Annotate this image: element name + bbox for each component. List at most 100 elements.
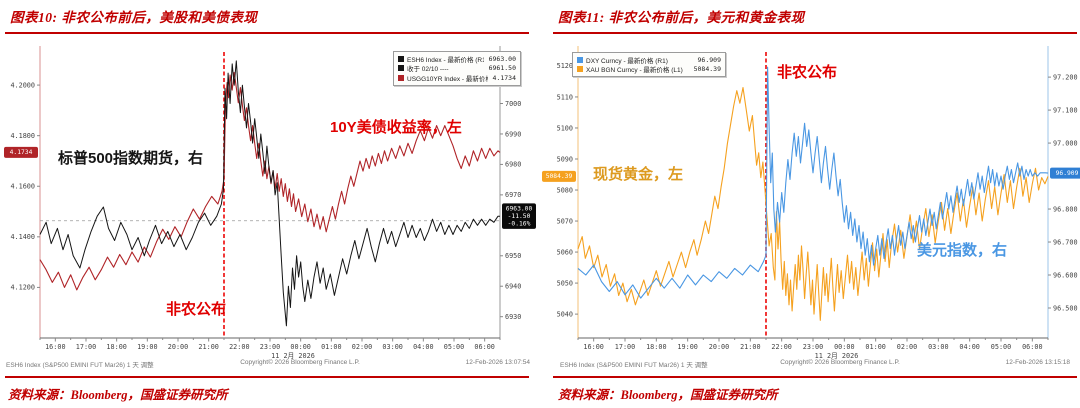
- legend-row: USGG10YR Index - 最新价格 (L1) 4.1734: [398, 73, 516, 83]
- x-axis-tick-label: 05:00: [444, 343, 464, 351]
- title-divider: [5, 32, 529, 34]
- legend-row: ESH6 Index - 最新价格 (R1) 6963.00: [398, 54, 516, 64]
- right-axis-tick-label: 96.600: [1053, 271, 1078, 279]
- right-axis-tick-label: 97.000: [1053, 139, 1078, 147]
- left-axis-tick-label: 5060: [557, 248, 573, 256]
- x-axis-tick-label: 18:00: [106, 343, 126, 351]
- annotation-10y-yield: 10Y美债收益率，左: [330, 119, 462, 136]
- figure-panel-dollar-gold: 图表11: 非农公布前后，美元和黄金表现 5120 5110 5100 5090 508…: [540, 0, 1080, 408]
- last-value-marker: [502, 203, 536, 229]
- right-axis-tick-label: 6940: [505, 283, 521, 291]
- x-axis-tick-label: 02:00: [897, 343, 917, 351]
- x-axis-tick-label: 03:00: [928, 343, 948, 351]
- annotation-nfp-release: 非农公布: [166, 301, 227, 318]
- source-note: 资料来源：Bloomberg，国盛证券研究所: [8, 388, 228, 402]
- footer-instrument: ESH6 Index (S&P500 EMINI FUT Mar26) 1 天 …: [560, 362, 708, 369]
- right-axis-tick-label: 96.500: [1053, 304, 1078, 312]
- left-axis-tick-label: 5040: [557, 310, 573, 318]
- legend-label: ESH6 Index - 最新价格 (R1): [407, 56, 484, 64]
- right-axis-tick-label: 97.200: [1053, 73, 1078, 81]
- legend-swatch: [577, 66, 583, 73]
- x-axis-tick-label: 04:00: [959, 343, 979, 351]
- legend-label: 收于 02/10 ----: [407, 66, 449, 74]
- legend-value: 6963.00: [488, 54, 516, 63]
- x-axis-tick-label: 00:00: [834, 343, 854, 351]
- left-axis-tick-label: 5090: [557, 155, 573, 163]
- x-axis-tick-label: 16:00: [45, 343, 65, 351]
- legend-swatch: [577, 56, 583, 63]
- x-axis-tick-label: 20:00: [709, 343, 729, 351]
- footer-instrument: ESH6 Index (S&P500 EMINI FUT Mar26) 1 天 …: [6, 362, 154, 369]
- figure-title: 图表10: 非农公布前后，美股和美债表现: [10, 10, 258, 25]
- right-axis-tick-label: 6990: [505, 130, 521, 138]
- last-value-text: 6963.00: [506, 206, 533, 213]
- right-axis-tick-label: 97.100: [1053, 106, 1078, 114]
- right-axis-tick-label: 6970: [505, 191, 521, 199]
- legend-row: XAU BGN Curncy - 最新价格 (L1) 5084.39: [577, 65, 721, 74]
- left-axis-tick-label: 4.1800: [10, 132, 35, 140]
- x-axis-tick-label: 06:00: [1022, 343, 1042, 351]
- right-axis-tick-label: 96.700: [1053, 238, 1078, 246]
- x-axis-tick-label: 01:00: [865, 343, 885, 351]
- series-esh6: [39, 60, 500, 327]
- left-axis-tick-label: 5050: [557, 279, 573, 287]
- bloomberg-chart-dollar-gold: 5120 5110 5100 5090 5080 5070 5060 5050 5040 97.2…: [542, 46, 1080, 360]
- x-axis-tick-label: 22:00: [771, 343, 791, 351]
- footer-timestamp: 12-Feb-2026 13:15:18: [1005, 359, 1070, 366]
- legend-swatch: [398, 55, 404, 62]
- bloomberg-footer: ESH6 Index (S&P500 EMINI FUT Mar26) 1 天 …: [0, 359, 540, 369]
- legend-swatch: [398, 65, 404, 72]
- x-axis-tick-label: 04:00: [413, 343, 433, 351]
- legend-value: 4.1734: [492, 73, 516, 82]
- last-value-text: 96.909: [1056, 170, 1079, 177]
- x-axis-tick-label: 21:00: [740, 343, 760, 351]
- x-axis-tick-label: 20:00: [168, 343, 188, 351]
- right-axis-tick-label: 7000: [505, 100, 521, 108]
- source-divider: [5, 376, 529, 378]
- x-axis-date-label: 11 2月 2026: [815, 352, 859, 360]
- legend-label: DXY Curncy - 最新价格 (R1): [586, 57, 668, 65]
- last-value-text: -0.16%: [508, 221, 531, 228]
- x-axis-tick-label: 05:00: [991, 343, 1011, 351]
- x-axis-tick-label: 06:00: [474, 343, 494, 351]
- figure-panel-stocks-bonds: 图表10: 非农公布前后，美股和美债表现 4.2000 4.1800 4.1600 4…: [0, 10, 540, 402]
- annotation-dollar-index: 美元指数，右: [917, 242, 1008, 259]
- left-axis-tick-label: 4.1600: [10, 183, 35, 191]
- x-axis-tick-label: 01:00: [321, 343, 341, 351]
- chart-legend: DXY Curncy - 最新价格 (R1) 96.909 XAU BGN Curn…: [572, 52, 726, 77]
- x-axis-tick-label: 18:00: [646, 343, 666, 351]
- last-value-text: 5084.39: [546, 173, 573, 180]
- x-axis-tick-label: 03:00: [382, 343, 402, 351]
- series-usgg10yr: [39, 71, 501, 291]
- last-value-marker: [1050, 167, 1080, 179]
- legend-row: 收于 02/10 ---- 6961.50: [398, 64, 516, 74]
- legend-row: DXY Curncy - 最新价格 (R1) 96.909: [577, 55, 721, 65]
- left-axis-tick-label: 4.2000: [10, 81, 35, 89]
- right-axis-tick-label: 6980: [505, 161, 521, 169]
- footer-timestamp: 12-Feb-2026 13:07:54: [465, 359, 530, 366]
- last-value-marker: [4, 146, 38, 158]
- x-axis-tick-label: 23:00: [803, 343, 823, 351]
- footer-copyright: Copyright© 2026 Bloomberg Finance L.P.: [240, 359, 360, 366]
- x-axis-tick-label: 19:00: [677, 343, 697, 351]
- x-axis-tick-label: 22:00: [229, 343, 249, 351]
- left-axis-tick-label: 5080: [557, 186, 573, 194]
- x-axis-tick-label: 17:00: [615, 343, 635, 351]
- source-note: 资料来源：Bloomberg，国盛证券研究所: [558, 388, 778, 402]
- bloomberg-footer: ESH6 Index (S&P500 EMINI FUT Mar26) 1 天 …: [540, 359, 1080, 369]
- x-axis-tick-label: 21:00: [198, 343, 218, 351]
- right-axis-tick-label: 6950: [505, 252, 521, 260]
- right-axis-tick-label: 6930: [505, 313, 521, 321]
- legend-value: 96.909: [697, 55, 721, 64]
- last-value-marker: [542, 170, 576, 182]
- left-axis-tick-label: 5110: [557, 93, 573, 101]
- series-xau: [577, 87, 1049, 321]
- figure-title: 图表11: 非农公布前后，美元和黄金表现: [558, 10, 805, 25]
- annotation-sp500-futures: 标普500指数期货，右: [58, 150, 204, 167]
- annotation-spot-gold: 现货黄金，左: [593, 166, 684, 183]
- x-axis-tick-label: 17:00: [76, 343, 96, 351]
- source-divider: [553, 376, 1077, 378]
- x-axis-tick-label: 00:00: [290, 343, 310, 351]
- x-axis-tick-label: 16:00: [583, 343, 603, 351]
- last-value-text: -11.50: [508, 213, 531, 220]
